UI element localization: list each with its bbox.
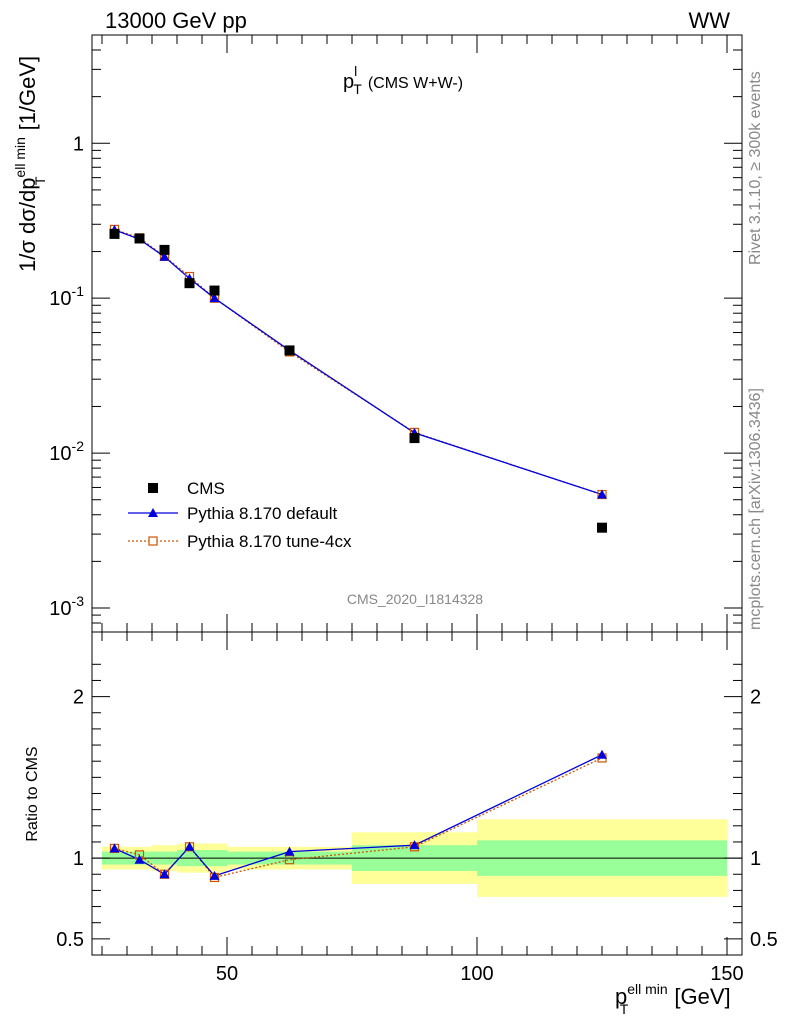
plot-title-sub: T [353, 81, 362, 97]
ratio-y-tick-label-left: 1 [73, 848, 84, 870]
x-axis-label: pell min T [GeV] [615, 981, 731, 1017]
y-tick-label-base: 10 [49, 288, 71, 310]
ratio-default-marker [159, 869, 170, 879]
ratio-default-marker [134, 854, 145, 864]
cms-data-point [409, 433, 420, 444]
ratio-default-marker [284, 846, 295, 856]
x-tick-label: 150 [710, 963, 743, 985]
y-tick-label: 1 [73, 133, 84, 155]
x-axis-label-suffix: [GeV] [668, 984, 730, 1009]
y-tick-label: 10-1 [49, 283, 84, 310]
tune-4cx-series-line [114, 228, 603, 496]
cms-data-point [109, 228, 120, 239]
ratio-y-tick-label-right: 0.5 [750, 929, 778, 951]
analysis-watermark: CMS_2020_I1814328 [347, 591, 483, 607]
ratio-tune-4cx-marker [284, 855, 295, 865]
ratio-default-line [114, 754, 603, 877]
main-panel: 10-310-210-11 [49, 34, 743, 633]
x-axis-label-sub: T [620, 1001, 629, 1017]
header-process: WW [688, 8, 730, 33]
header-collision: 13000 GeV pp [105, 8, 247, 33]
ratio-default-marker [184, 841, 195, 851]
ratio-default-marker [209, 870, 220, 880]
plot-title-suffix: (CMS W+W-) [368, 75, 463, 92]
x-tick-label: 50 [216, 963, 238, 985]
ratio-panel: 0.5 0.5 1 1 2 2 50 100 150 [56, 631, 778, 985]
default-marker [597, 489, 607, 499]
ratio-default-marker [109, 843, 120, 853]
ratio-default-marker [409, 840, 420, 850]
cms-data-point [209, 285, 220, 296]
y-axis-label-sup: ell min [12, 137, 28, 177]
y-axis-label-sub: T [32, 176, 48, 185]
cms-data-point [184, 278, 195, 289]
x-axis-label-prefix: p [615, 984, 627, 1009]
cms-data-point [597, 522, 607, 533]
legend-cms-marker [148, 483, 158, 493]
cms-data-point [159, 244, 170, 255]
default-marker [209, 293, 220, 303]
y-tick-label-base: 10 [49, 598, 71, 620]
legend-default-marker [148, 508, 158, 517]
y-tick-label-exponent: -3 [72, 593, 85, 609]
plot-title-sup: l [354, 63, 357, 79]
plot-title: pl T (CMS W+W-) [343, 63, 463, 97]
legend: CMS Pythia 8.170 default Pythia 8.170 tune… [128, 479, 352, 551]
plot-title-main: p [343, 71, 354, 93]
cms-data-point [284, 345, 295, 356]
y-axis-label: 1/σ dσ/dpell min T [1/GeV] [12, 56, 48, 272]
legend-entry-label: Pythia 8.170 tune-4cx [187, 532, 352, 551]
y-tick-label-exponent: -1 [72, 283, 85, 299]
ratio-default-marker [597, 749, 607, 759]
cms-data-point [134, 233, 145, 244]
ratio-axis-label: Ratio to CMS [24, 746, 41, 841]
y-tick-label: 10-3 [49, 593, 84, 620]
legend-tune-4cx-marker [148, 536, 158, 546]
legend-entry-label: CMS [187, 479, 225, 498]
default-marker [159, 251, 170, 261]
y-tick-label: 10-2 [49, 438, 84, 465]
ratio-y-tick-label-left: 0.5 [56, 929, 84, 951]
y-axis-label-prefix: 1/σ dσ/dp [15, 178, 40, 272]
default-series-line [114, 229, 603, 496]
rivet-version-label: Rivet 3.1.10, ≥ 300k events [747, 71, 764, 265]
ratio-y-tick-label-right: 2 [750, 687, 761, 709]
y-tick-label-exponent: -2 [72, 438, 85, 454]
ratio-y-tick-label-right: 1 [750, 848, 761, 870]
ratio-y-tick-label-left: 2 [73, 687, 84, 709]
y-tick-label-base: 10 [49, 443, 71, 465]
legend-entry-label: Pythia 8.170 default [187, 504, 338, 523]
y-axis-label-suffix: [1/GeV] [15, 56, 40, 137]
mcplots-label: mcplots.cern.ch [arXiv:1306.3436] [747, 388, 764, 630]
x-axis-label-sup: ell min [627, 981, 667, 997]
x-tick-label: 100 [460, 963, 493, 985]
ratio-plot-frame [91, 631, 743, 956]
